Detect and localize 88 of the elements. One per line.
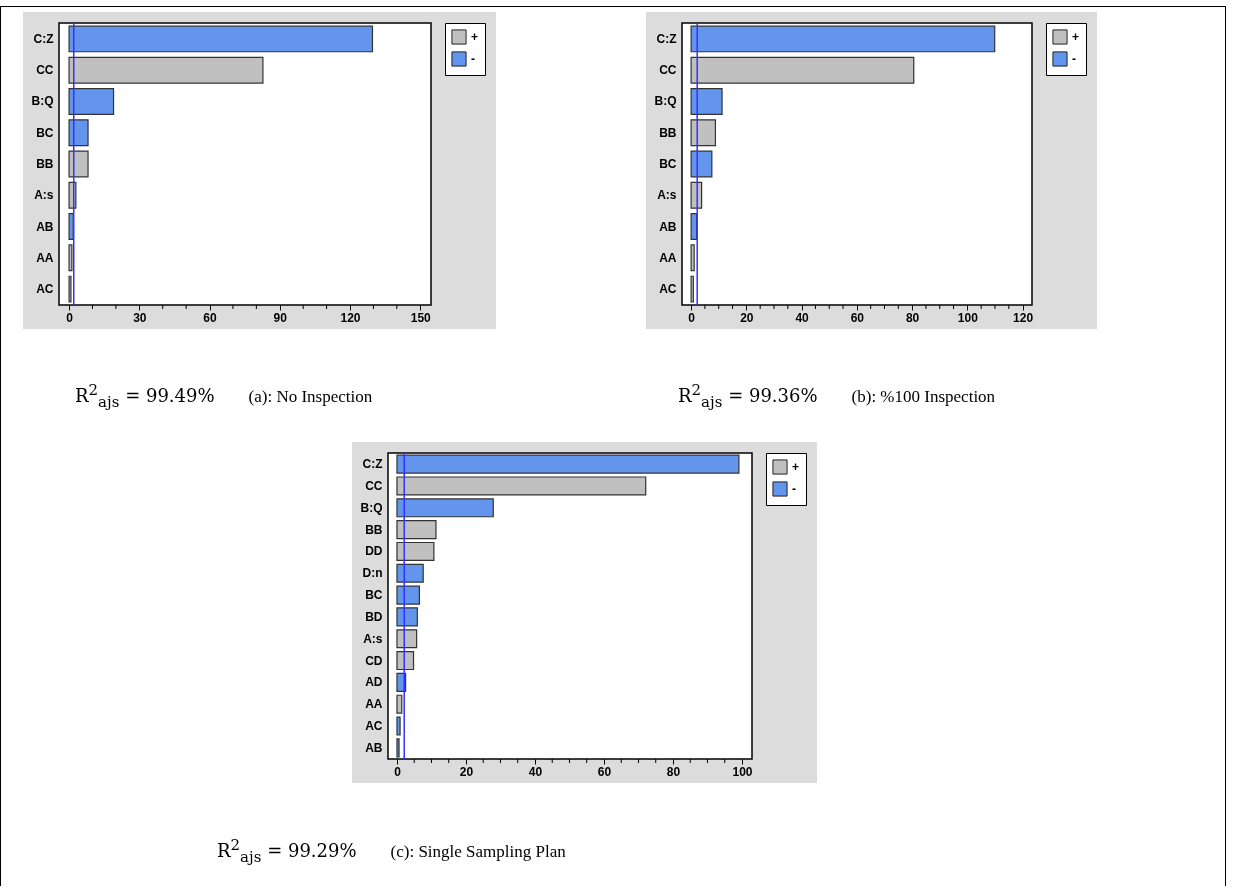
bar: [68, 25, 374, 53]
y-tick-label: AD: [365, 675, 383, 690]
bar: [68, 119, 89, 147]
bar: [396, 585, 420, 605]
x-tick-label: 60: [850, 310, 865, 325]
bar: [690, 56, 915, 84]
text: R$^{2}$$_{ajs}$ = 99.49%: [75, 381, 215, 411]
y-tick-label: B:Q: [31, 94, 54, 109]
x-tick-label: 100: [732, 764, 753, 779]
y-tick-label: BD: [365, 609, 383, 624]
y-tick-label: AB: [659, 219, 677, 234]
text: (a): No Inspection: [248, 387, 373, 406]
x-tick-label: 120: [340, 310, 361, 325]
bar: [396, 454, 740, 474]
bar: [68, 150, 89, 178]
y-tick-label: BC: [36, 125, 54, 140]
x-tick-label: 60: [597, 764, 612, 779]
bar: [690, 119, 717, 147]
x-tick-label: 20: [740, 310, 754, 325]
x-tick-label: 0: [66, 310, 74, 325]
bar: [68, 213, 74, 240]
legend-label: +: [792, 460, 800, 474]
legend-label: +: [471, 30, 479, 44]
y-tick-label: B:Q: [654, 94, 677, 109]
y-tick-label: AB: [36, 219, 54, 234]
y-tick-label: AC: [36, 282, 54, 297]
bar: [690, 275, 694, 303]
bar: [396, 498, 494, 518]
bar: [396, 607, 418, 627]
bar: [396, 738, 400, 758]
y-tick-label: CC: [659, 63, 677, 78]
text: (b): %100 Inspection: [851, 387, 996, 406]
x-tick-label: 0: [688, 310, 696, 325]
y-tick-label: BC: [365, 588, 383, 603]
y-tick-label: C:Z: [362, 457, 383, 472]
y-tick-label: A:s: [34, 188, 54, 203]
y-tick-label: BC: [659, 157, 677, 171]
y-tick-label: A:s: [657, 188, 677, 203]
y-tick-label: BB: [365, 522, 383, 537]
x-tick-label: 40: [795, 310, 810, 325]
x-tick-label: 120: [1013, 310, 1034, 325]
bar: [396, 716, 401, 736]
y-tick-label: AB: [365, 740, 383, 755]
y-tick-label: B:Q: [360, 500, 383, 515]
x-tick-label: 20: [459, 764, 474, 779]
y-tick-label: AC: [659, 282, 677, 297]
legend-label: -: [1072, 52, 1076, 66]
bar: [68, 244, 73, 272]
y-tick-label: AA: [659, 250, 677, 265]
bar: [396, 629, 418, 649]
bar: [396, 694, 403, 714]
bar: [396, 476, 647, 496]
legend-label: -: [792, 482, 796, 496]
x-tick-label: 60: [203, 310, 218, 325]
y-tick-label: AA: [36, 250, 54, 265]
bar: [396, 520, 437, 540]
y-tick-label: CD: [365, 653, 383, 668]
x-tick-label: 40: [528, 764, 543, 779]
bar: [396, 563, 424, 583]
x-tick-label: 80: [905, 310, 920, 325]
y-tick-label: DD: [365, 544, 383, 559]
x-tick-label: 90: [273, 310, 288, 325]
x-tick-label: 80: [666, 764, 681, 779]
bar: [68, 88, 115, 115]
bar: [68, 56, 264, 84]
x-tick-label: 150: [410, 310, 432, 325]
y-tick-label: C:Z: [33, 31, 54, 46]
text: (c): Single Sampling Plan: [390, 842, 566, 861]
text: R$^{2}$$_{ajs}$ = 99.36%: [678, 381, 818, 411]
bar: [690, 244, 695, 272]
x-tick-label: 0: [394, 764, 402, 779]
y-tick-label: BB: [36, 157, 54, 171]
x-tick-label: 30: [133, 310, 147, 325]
x-tick-label: 100: [957, 310, 979, 325]
legend-label: +: [1072, 30, 1080, 44]
legend-label: -: [471, 52, 475, 66]
y-tick-label: C:Z: [656, 31, 677, 46]
y-tick-label: D:n: [362, 566, 383, 581]
y-tick-label: AA: [365, 697, 383, 712]
bar: [690, 88, 723, 115]
y-tick-label: CC: [36, 63, 54, 78]
y-tick-label: AC: [365, 719, 383, 734]
y-tick-label: BB: [659, 125, 677, 140]
y-tick-label: A:s: [363, 631, 383, 646]
y-tick-label: CC: [365, 478, 383, 493]
text: R$^{2}$$_{ajs}$ = 99.29%: [217, 836, 357, 866]
bar: [690, 25, 996, 53]
bar: [396, 541, 435, 561]
